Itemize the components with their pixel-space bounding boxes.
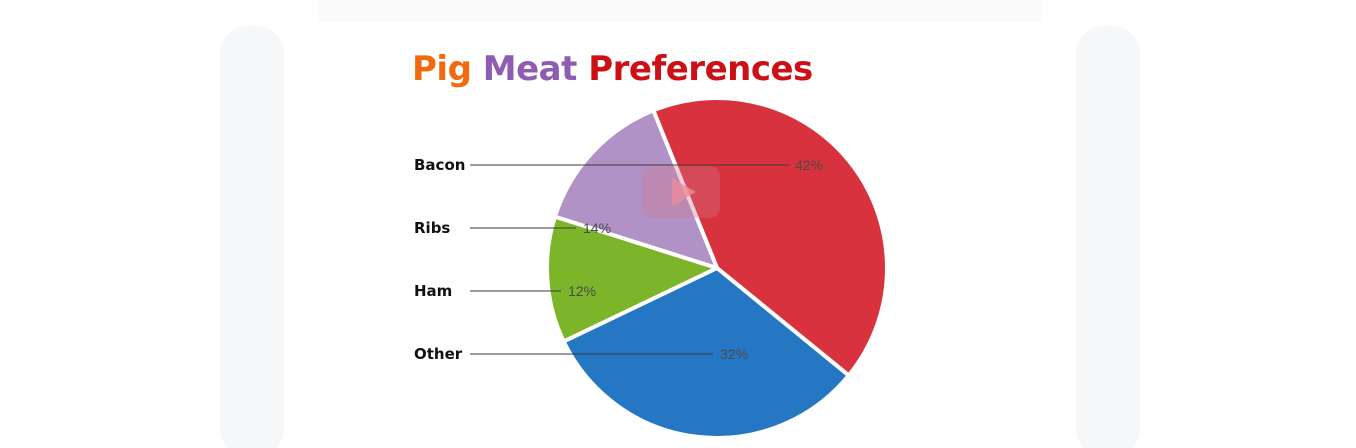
background-strip-top	[318, 0, 1042, 22]
data-label-other: 32%	[720, 346, 748, 362]
chart-title: Pig Meat Preferences	[412, 52, 813, 86]
pie-slice-ham	[545, 214, 719, 344]
data-label-bacon: 42%	[795, 157, 823, 173]
title-word-meat: Meat	[482, 49, 578, 89]
data-label-ham: 12%	[568, 283, 596, 299]
pie-slice-other	[561, 266, 851, 440]
legend-label-ribs: Ribs	[414, 219, 450, 237]
play-icon	[672, 178, 696, 206]
background-panel-right	[1076, 26, 1140, 448]
pie-slice-ribs	[552, 108, 719, 270]
title-word-pig: Pig	[412, 49, 472, 89]
legend-label-ham: Ham	[414, 282, 452, 300]
pie-slice-bacon	[651, 96, 889, 378]
legend-label-other: Other	[414, 345, 463, 363]
title-word-preferences: Preferences	[588, 49, 813, 89]
background-panel-left	[220, 26, 284, 448]
legend-label-bacon: Bacon	[414, 156, 465, 174]
data-label-ribs: 14%	[583, 220, 611, 236]
video-play-button[interactable]	[642, 166, 720, 218]
